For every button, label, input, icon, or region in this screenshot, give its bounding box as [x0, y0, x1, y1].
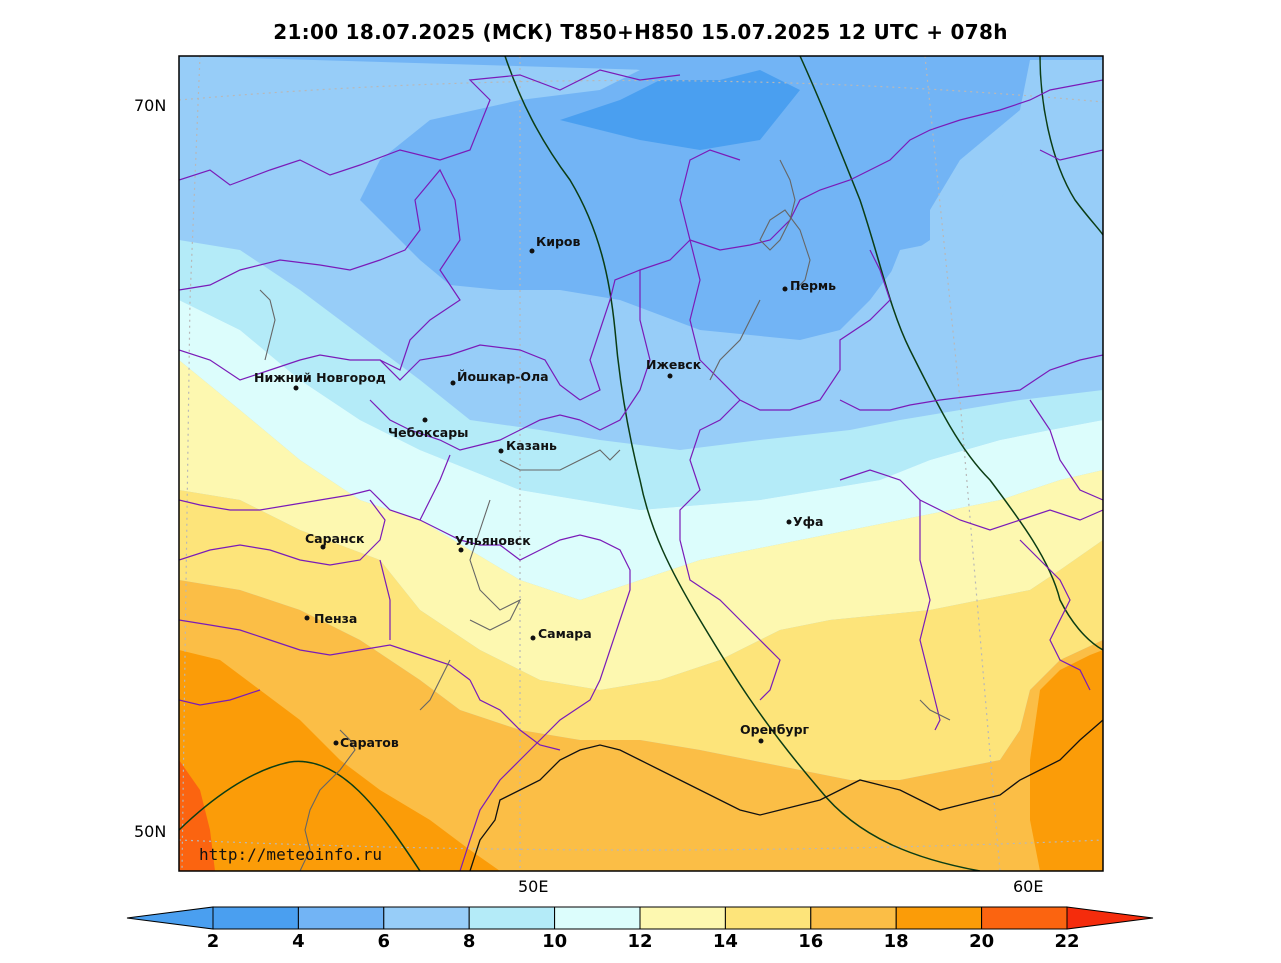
colorbar-tick-label: 14	[712, 931, 738, 952]
city-label-penza: Пенза	[314, 611, 357, 626]
city-dot-orenburg	[758, 738, 764, 744]
band-18-20-east	[1030, 650, 1103, 871]
colorbar-tick-label: 8	[462, 931, 476, 952]
colorbar-segment	[810, 906, 897, 930]
city-dot-cheboksary	[422, 417, 428, 423]
map-title: 21:00 18.07.2025 (МСК) T850+H850 15.07.2…	[273, 20, 1008, 44]
colorbar-tick-label: 18	[883, 931, 909, 952]
band-16-18	[179, 580, 1103, 871]
city-dot-kazan	[498, 448, 504, 454]
region-borders	[179, 69, 1103, 871]
band-14-16	[179, 490, 1103, 780]
band-12-14	[179, 360, 1103, 690]
band-6-8	[179, 60, 1103, 450]
colorbar-segment	[383, 906, 470, 930]
city-label-saransk: Саранск	[305, 531, 365, 546]
colorbar-segment	[639, 906, 726, 930]
city-dot-samara	[530, 635, 536, 641]
city-label-kazan: Казань	[506, 438, 557, 453]
city-label-orenburg: Оренбург	[740, 722, 810, 737]
colorbar-segment	[981, 906, 1068, 930]
national-border	[469, 719, 1103, 871]
temperature-field	[179, 56, 1103, 871]
city-label-samara: Самара	[538, 626, 592, 641]
band-18-20	[179, 650, 500, 871]
city-label-izhevsk: Ижевск	[646, 357, 702, 372]
lat-label-70n: 70N	[134, 96, 167, 115]
colorbar-tick-label: 22	[1054, 931, 1080, 952]
lat-label-50n: 50N	[134, 822, 167, 841]
city-label-ulyanovsk: Ульяновск	[455, 533, 531, 548]
colorbar-segment	[212, 906, 299, 930]
band-10-12	[179, 300, 1103, 600]
colorbar-segment	[297, 906, 385, 930]
colorbar-segment	[724, 906, 812, 930]
city-dot-izhevsk	[667, 373, 673, 379]
city-label-perm: Пермь	[790, 278, 836, 293]
map-frame	[178, 55, 1104, 872]
rivers	[259, 159, 951, 871]
colorbar-tick-label: 12	[627, 931, 653, 952]
city-label-cheboksary: Чебоксары	[388, 425, 468, 440]
city-dot-saratov	[333, 740, 339, 746]
colorbar-segment	[895, 906, 983, 930]
colorbar-over-arrow	[1066, 906, 1154, 930]
city-dot-perm	[782, 286, 788, 292]
city-dot-ulyanovsk	[458, 547, 464, 553]
band-8-10	[179, 240, 1103, 510]
band-0-2	[560, 70, 800, 150]
city-label-saratov: Саратов	[340, 735, 399, 750]
city-dot-kirov	[529, 248, 535, 254]
city-label-nizhny-novgorod: Нижний Новгород	[254, 370, 386, 385]
colorbar	[126, 906, 1154, 930]
lon-label-50e: 50E	[518, 877, 549, 896]
colorbar-tick-label: 2	[206, 931, 220, 952]
colorbar-tick-label: 4	[292, 931, 305, 952]
colorbar-tick-label: 20	[969, 931, 995, 952]
city-label-ufa: Уфа	[793, 514, 823, 529]
city-dot-nizhny-novgorod	[293, 385, 299, 391]
city-label-kirov: Киров	[536, 234, 581, 249]
city-dot-ufa	[786, 519, 792, 525]
lon-label-60e: 60E	[1013, 877, 1044, 896]
band-20-22	[179, 760, 215, 871]
city-dot-saransk	[320, 544, 326, 550]
city-label-yoshkar-ola: Йошкар-Ола	[457, 369, 549, 384]
colorbar-tick-label: 10	[542, 931, 568, 952]
city-markers: Киров Пермь Нижний Новгород Йошкар-Ола И…	[254, 234, 836, 750]
colorbar-segment	[554, 906, 641, 930]
colorbar-tick-label: 16	[798, 931, 824, 952]
watermark: http://meteoinfo.ru	[199, 845, 382, 864]
city-dot-penza	[304, 615, 310, 621]
geopotential-contours	[179, 56, 1103, 871]
colorbar-tick-label: 6	[377, 931, 391, 952]
colorbar-under-arrow	[126, 906, 214, 930]
city-dot-yoshkar-ola	[450, 380, 456, 386]
colorbar-segment	[468, 906, 556, 930]
